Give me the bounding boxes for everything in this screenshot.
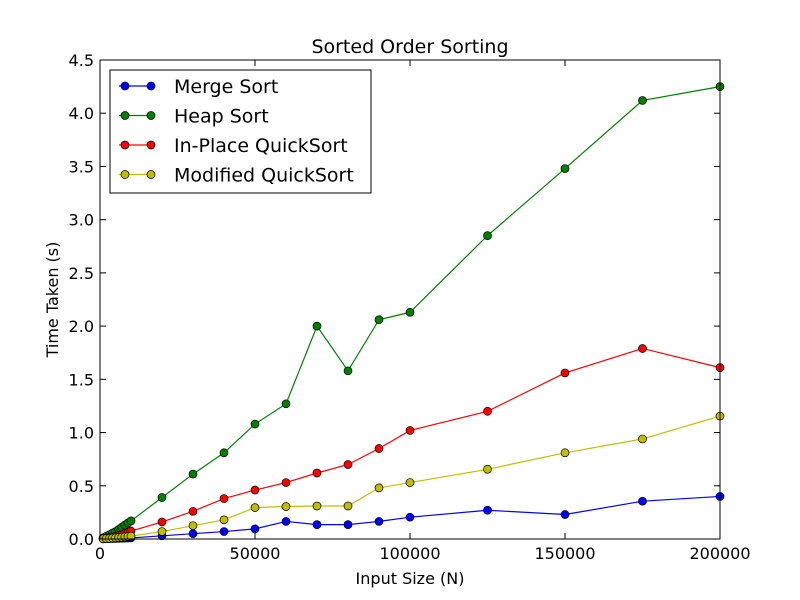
data-point	[483, 505, 492, 515]
legend-marker	[146, 170, 156, 179]
legend-marker	[120, 111, 130, 120]
y-tick-label: 1.5	[69, 370, 94, 389]
data-point	[374, 517, 384, 526]
data-point	[374, 444, 384, 453]
legend-label: In-Place QuickSort	[174, 135, 348, 157]
data-point	[157, 517, 167, 527]
data-point	[157, 493, 167, 502]
legend-label: Modified QuickSort	[174, 165, 354, 187]
data-point	[343, 501, 353, 511]
data-point	[219, 527, 229, 536]
legend-marker	[146, 111, 156, 120]
y-tick-label: 2.0	[69, 317, 94, 336]
y-tick-label: 3.5	[69, 157, 94, 176]
data-point	[312, 468, 322, 478]
x-tick-label: 0	[95, 544, 105, 563]
y-tick-label: 0.0	[69, 530, 94, 549]
series-layer	[98, 82, 725, 544]
data-point	[219, 448, 229, 458]
y-tick-label: 1.0	[69, 424, 94, 443]
x-tick-label: 50000	[230, 544, 281, 563]
data-point	[281, 399, 291, 409]
x-tick-label: 150000	[534, 544, 595, 563]
legend-marker	[146, 140, 156, 150]
y-tick-label: 4.0	[69, 104, 94, 123]
data-point	[312, 520, 322, 529]
legend-label: Heap Sort	[174, 106, 269, 128]
data-point	[374, 315, 384, 325]
y-axis-label: Time Taken (s)	[43, 242, 62, 359]
data-point	[560, 448, 570, 458]
data-point	[638, 96, 647, 105]
y-tick-label: 2.5	[69, 264, 94, 283]
x-axis-label: Input Size (N)	[356, 569, 465, 588]
data-point	[188, 521, 198, 531]
data-point	[250, 524, 260, 534]
y-tick-label: 4.5	[69, 51, 94, 70]
data-point	[343, 520, 353, 529]
y-tick-label: 3.0	[69, 211, 94, 230]
data-point	[374, 483, 384, 493]
data-point	[281, 478, 291, 487]
legend-label: Merge Sort	[174, 76, 278, 98]
data-point	[281, 517, 291, 526]
chart-title: Sorted Order Sorting	[311, 36, 508, 58]
data-point	[126, 516, 136, 526]
data-point	[343, 366, 353, 376]
data-point	[250, 485, 260, 495]
data-point	[483, 406, 492, 416]
data-point	[560, 510, 570, 519]
data-point	[483, 464, 492, 474]
legend-marker	[146, 81, 156, 91]
data-point	[219, 494, 229, 503]
series-3	[98, 411, 725, 544]
data-point	[560, 164, 570, 173]
data-point	[188, 506, 198, 516]
data-point	[219, 515, 229, 525]
data-point	[281, 502, 291, 511]
legend: Merge Sort Heap Sort In-Place QuickSort Mod…	[109, 69, 372, 194]
data-point	[157, 527, 167, 536]
data-point	[250, 503, 260, 512]
legend-marker	[120, 81, 130, 91]
data-point	[638, 434, 647, 444]
data-point	[638, 344, 647, 353]
data-point	[343, 460, 353, 469]
y-tick-label: 0.5	[69, 477, 94, 496]
data-point	[126, 531, 136, 541]
x-tick-label: 200000	[689, 544, 750, 563]
data-point	[188, 529, 198, 539]
data-point	[405, 478, 415, 487]
legend-marker	[120, 170, 130, 179]
x-tick-label: 100000	[379, 544, 440, 563]
data-point	[560, 368, 570, 378]
data-point	[638, 496, 647, 506]
data-point	[312, 501, 322, 511]
data-point	[483, 231, 492, 240]
data-point	[312, 321, 322, 331]
data-point	[405, 307, 415, 317]
legend-marker	[120, 140, 130, 150]
data-point	[405, 426, 415, 435]
data-point	[188, 469, 198, 479]
ticks-layer: 0 50000 100000 150000 200000 0.0 0.5 1.0 1.5 2.0 2…	[69, 51, 751, 563]
data-point	[250, 419, 260, 429]
data-point	[405, 512, 415, 522]
